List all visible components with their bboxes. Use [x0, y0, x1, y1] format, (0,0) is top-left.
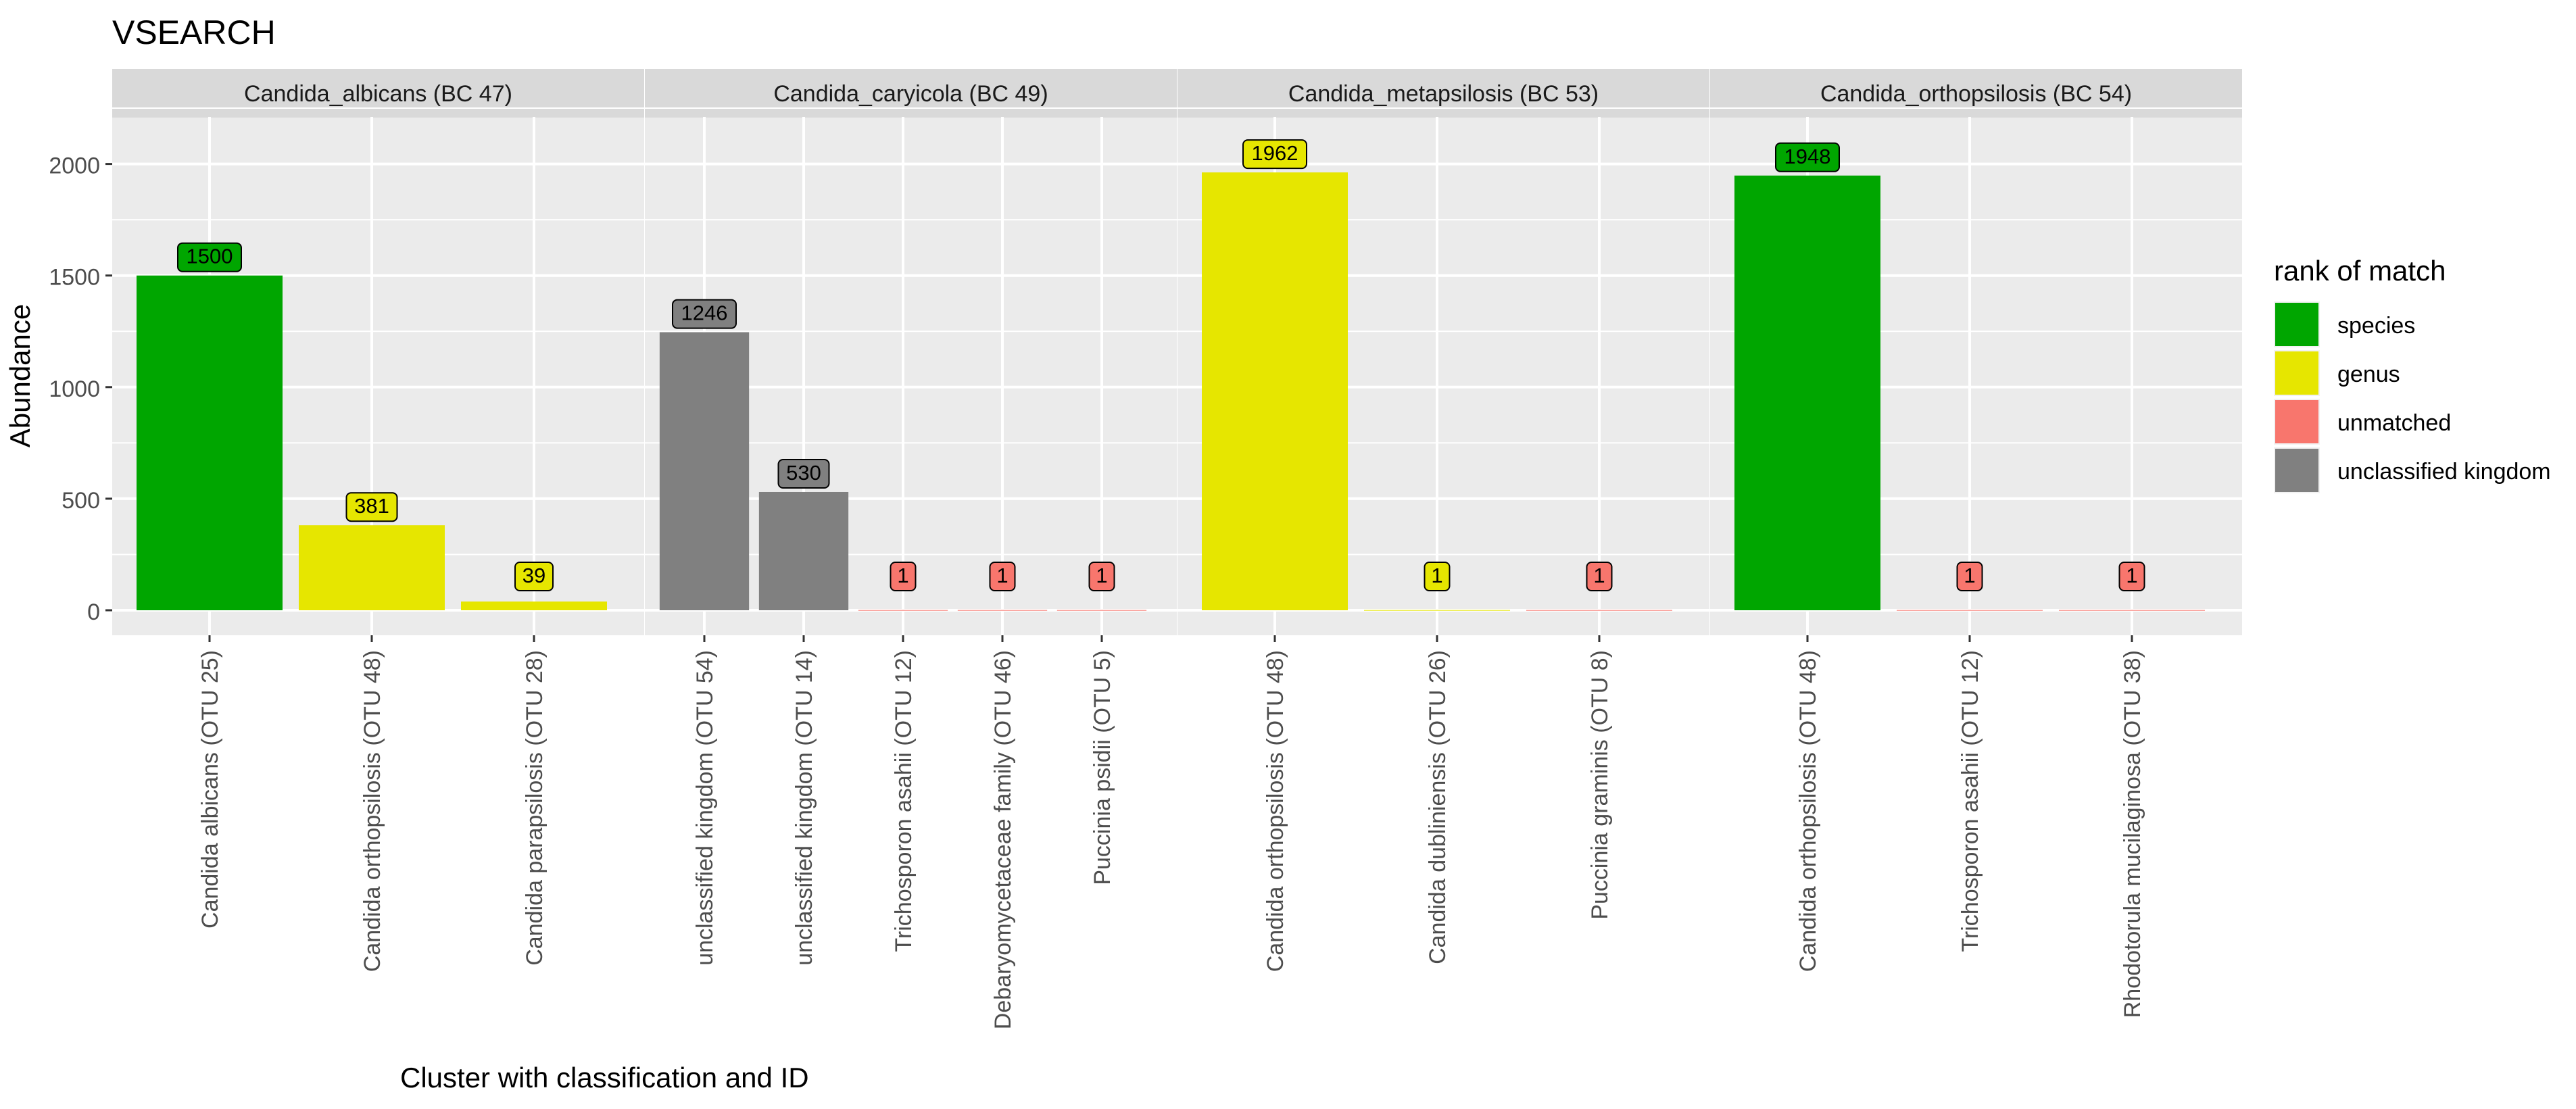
data-label: 1	[897, 564, 908, 587]
data-label: 530	[786, 461, 821, 485]
facet-panel: Candida_orthopsilosis (BC 54) 1948 Candida…	[1710, 69, 2242, 1018]
legend-label: unmatched	[2337, 410, 2451, 436]
bar	[957, 610, 1048, 611]
legend-key	[2275, 351, 2318, 395]
bar	[659, 332, 750, 610]
data-label: 1	[1964, 564, 1975, 587]
bar	[1897, 610, 2043, 611]
bar	[1734, 175, 1880, 610]
x-tick-label: unclassified kingdom (OTU 14)	[792, 650, 817, 966]
x-tick-label: Candida orthopsilosis (OTU 48)	[1795, 650, 1821, 972]
x-tick-label: Debaryomycetaceae family (OTU 46)	[990, 650, 1016, 1029]
facet-strip	[645, 69, 1177, 118]
data-label: 1500	[187, 245, 233, 268]
data-label-box	[1956, 562, 1983, 591]
bar	[2059, 610, 2205, 611]
x-tick-label: Trichosporon asahii (OTU 12)	[1958, 650, 1983, 952]
x-tick-label: Candida dubliniensis (OTU 26)	[1425, 650, 1451, 964]
facet-panel: Candida_albicans (BC 47) 1500 Candida albi…	[112, 69, 644, 972]
bar	[1526, 610, 1672, 611]
data-label-box	[777, 458, 830, 489]
chart-title: VSEARCH	[112, 14, 276, 51]
data-label-box	[1424, 562, 1451, 591]
bar	[137, 275, 283, 610]
x-tick-label: Trichosporon asahii (OTU 12)	[891, 650, 917, 952]
bar	[299, 525, 445, 610]
y-tick-label: 2000	[49, 153, 100, 179]
data-label-box	[177, 242, 242, 272]
bar	[1202, 172, 1348, 611]
data-label-box	[2118, 562, 2145, 591]
data-label-box	[890, 562, 917, 591]
legend-label: unclassified kingdom	[2337, 459, 2551, 485]
legend-key	[2275, 400, 2318, 443]
legend: rank of match species genus unmatched uncla…	[2274, 255, 2551, 493]
data-label: 1962	[1252, 141, 1298, 165]
bar	[758, 491, 849, 610]
data-label-box	[514, 562, 554, 591]
facet-strip-label: Candida_albicans (BC 47)	[244, 81, 512, 107]
data-label-box	[1775, 142, 1840, 172]
bar	[1056, 610, 1147, 611]
data-label: 1	[996, 564, 1008, 587]
x-tick-label: unclassified kingdom (OTU 54)	[692, 650, 718, 966]
facet-strip-label: Candida_metapsilosis (BC 53)	[1288, 81, 1599, 107]
data-label-box	[989, 562, 1016, 591]
y-axis-title: Abundance	[4, 304, 36, 448]
x-tick-label: Candida albicans (OTU 25)	[197, 650, 223, 929]
data-label: 1	[1593, 564, 1605, 587]
data-label-box	[345, 492, 398, 522]
facet-strip-label: Candida_caryicola (BC 49)	[773, 81, 1048, 107]
x-tick-label: Puccinia psidii (OTU 5)	[1090, 650, 1115, 885]
data-label-box	[1088, 562, 1115, 591]
facet-panels: 0 500 1000 1500 2000 Candida_albicans (BC 47)…	[49, 69, 2242, 1029]
data-label-box	[1586, 562, 1613, 591]
y-tick-label: 1000	[49, 376, 100, 402]
x-axis-title: Cluster with classification and ID	[400, 1062, 809, 1093]
legend-key	[2275, 449, 2318, 492]
x-tick-label: Puccinia graminis (OTU 8)	[1587, 650, 1613, 920]
data-label: 1246	[681, 301, 728, 325]
bar	[1364, 610, 1510, 611]
data-label-box	[1242, 139, 1307, 170]
legend-title: rank of match	[2274, 255, 2446, 287]
facet-strip-label: Candida_orthopsilosis (BC 54)	[1820, 81, 2132, 107]
data-label: 1	[2126, 564, 2137, 587]
bar	[858, 610, 948, 611]
y-tick-label: 1500	[49, 265, 100, 291]
data-label: 1	[1431, 564, 1442, 587]
facet-panel: Candida_metapsilosis (BC 53) 1962 Candida …	[1177, 69, 1709, 972]
y-tick-label: 500	[62, 488, 100, 514]
data-label: 1948	[1784, 145, 1831, 168]
facet-panel: Candida_caryicola (BC 49) 1246 unclassifie…	[645, 69, 1177, 1029]
facet-strip	[1177, 69, 1709, 118]
data-label: 39	[523, 564, 545, 587]
bar	[461, 601, 607, 610]
legend-label: species	[2337, 313, 2415, 339]
x-tick-label: Candida orthopsilosis (OTU 48)	[1263, 650, 1288, 972]
facet-strip	[112, 69, 644, 118]
y-tick-label: 0	[87, 599, 100, 625]
facet-strip	[1710, 69, 2242, 118]
data-label-box	[672, 299, 737, 329]
data-label: 1	[1096, 564, 1107, 587]
legend-items: species genus unmatched unclassified kingdo…	[2274, 301, 2551, 493]
legend-label: genus	[2337, 362, 2400, 387]
data-label: 381	[354, 494, 389, 518]
x-tick-label: Candida orthopsilosis (OTU 48)	[360, 650, 385, 972]
x-tick-label: Rhodotorula mucilaginosa (OTU 38)	[2120, 650, 2145, 1018]
legend-key	[2275, 303, 2318, 346]
x-tick-label: Candida parapsilosis (OTU 28)	[522, 650, 548, 966]
